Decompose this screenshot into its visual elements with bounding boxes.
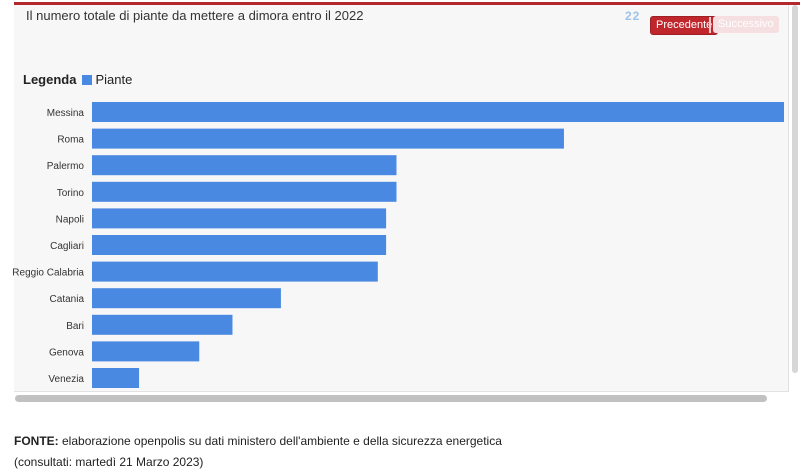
source-label: FONTE: [14, 434, 59, 448]
bar-torino[interactable] [92, 181, 397, 202]
year-selector-icon[interactable]: 22 [625, 9, 641, 23]
category-label: Napoli [56, 214, 84, 225]
bar-catania[interactable] [92, 288, 281, 309]
legend: Legenda Piante [23, 72, 132, 87]
legend-label: Piante [95, 72, 133, 87]
vertical-scrollbar[interactable] [792, 5, 798, 373]
bar-reggio-calabria[interactable] [92, 261, 378, 282]
category-label: Roma [57, 135, 84, 146]
bar-palermo[interactable] [92, 155, 397, 176]
category-label: Torino [57, 188, 85, 199]
source-consulted: (consultati: martedì 21 Marzo 2023) [14, 455, 204, 469]
previous-button[interactable]: Precedente [650, 16, 719, 35]
bar-bari[interactable] [92, 314, 233, 335]
source-note: FONTE: elaborazione openpolis su dati mi… [14, 431, 502, 473]
category-label: Messina [47, 108, 85, 119]
legend-swatch [82, 74, 93, 85]
category-label: Palermo [47, 161, 85, 172]
bar-venezia[interactable] [92, 368, 140, 388]
category-label: Genova [49, 347, 84, 358]
category-label: Reggio Calabria [12, 268, 84, 279]
bar-genova[interactable] [92, 341, 200, 362]
next-button[interactable]: Successivo [713, 16, 779, 33]
button-divider [709, 17, 711, 33]
top-accent-rule [14, 2, 800, 5]
bar-napoli[interactable] [92, 208, 387, 229]
source-text: elaborazione openpolis su dati ministero… [58, 434, 502, 448]
category-label: Cagliari [50, 241, 84, 252]
horizontal-scrollbar-thumb[interactable] [15, 395, 767, 402]
category-label: Catania [50, 294, 85, 305]
legend-title: Legenda [23, 72, 77, 87]
category-label: Venezia [48, 374, 84, 385]
bar-roma[interactable] [92, 128, 564, 149]
chart-title: Il numero totale di piante da mettere a … [26, 8, 364, 23]
category-label: Bari [66, 321, 84, 332]
bar-messina[interactable] [92, 102, 784, 122]
bar-chart: Messina Roma Palermo Torino Napoli Cagliari Re… [12, 102, 784, 388]
bar-cagliari[interactable] [92, 235, 387, 255]
